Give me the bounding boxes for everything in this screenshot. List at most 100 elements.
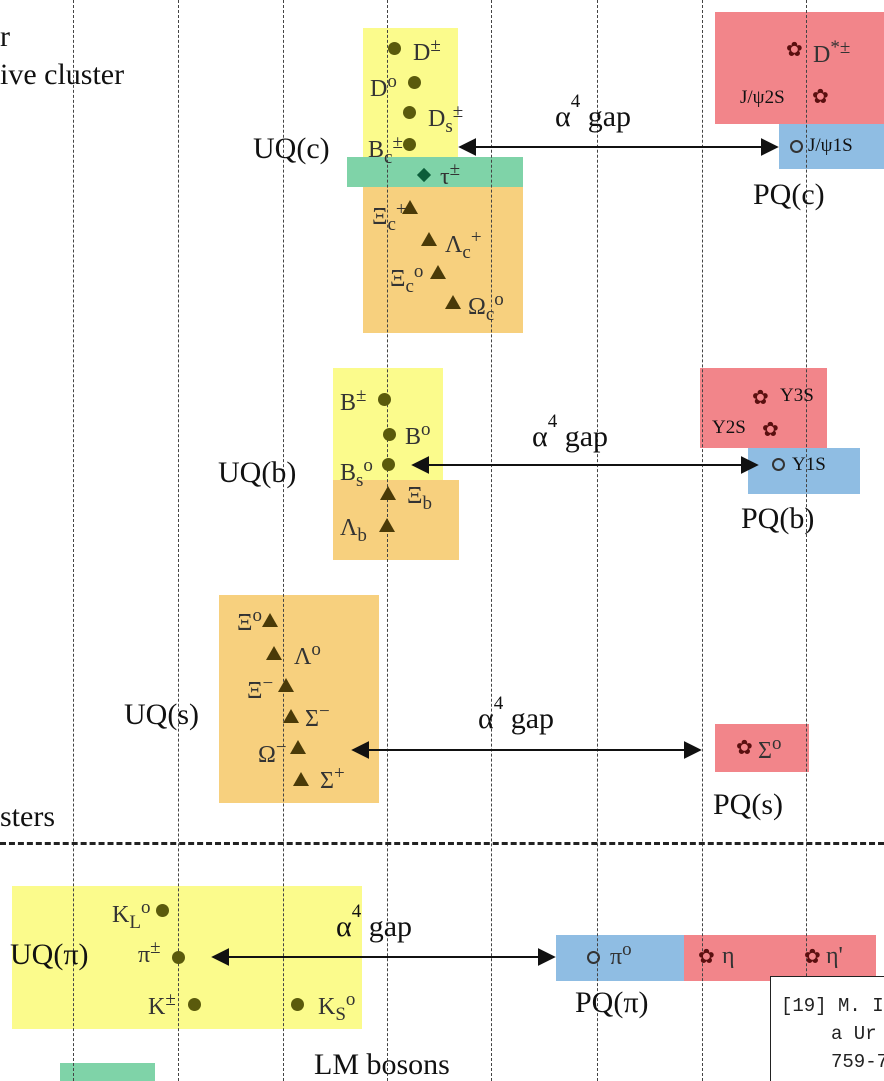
particle-marker-triangle — [278, 678, 294, 692]
particle-y1s: Y1S — [792, 454, 826, 475]
particle-marker-open — [790, 140, 803, 153]
particle-omega-c: Ωco — [468, 289, 504, 325]
gap-label-b: α4 gap — [532, 411, 609, 453]
reference-box: [19] M. I a Ur 759-7 — [770, 976, 884, 1081]
uq-s-baryon-region — [219, 595, 379, 803]
pq-pi-ground-region — [556, 935, 684, 981]
particle-kl: KLo — [112, 897, 151, 933]
particle-xi-c0: Ξco — [390, 261, 424, 297]
particle-omega-minus: Ω− — [258, 737, 287, 768]
gap-label-c: α4 gap — [555, 91, 632, 133]
heading-line-2: ive cluster — [0, 58, 125, 91]
pq-pi-excited-region — [684, 935, 876, 981]
particle-marker-triangle — [445, 295, 461, 309]
clusters-label: sters — [0, 800, 55, 833]
particle-marker-dot — [188, 998, 201, 1011]
particle-marker-dot — [403, 106, 416, 119]
particle-tau: τ± — [440, 159, 461, 190]
pq-pi-label: PQ(π) — [575, 986, 649, 1019]
particle-y3s: Y3S — [780, 385, 814, 406]
gap-label-s: α4 gap — [478, 693, 555, 735]
uq-b-label: UQ(b) — [218, 456, 297, 489]
uq-pi-label: UQ(π) — [10, 938, 89, 971]
pq-s-label: PQ(s) — [713, 788, 784, 821]
lepton-region — [347, 157, 523, 187]
particle-marker-triangle — [421, 232, 437, 246]
particle-marker-star: ✿ — [786, 39, 803, 61]
particle-marker-dot — [388, 42, 401, 55]
particle-marker-dot — [383, 428, 396, 441]
pq-c-label: PQ(c) — [753, 178, 825, 211]
pq-c-excited-region — [715, 12, 884, 124]
particle-marker-star: ✿ — [804, 946, 821, 968]
particle-marker-open — [587, 951, 600, 964]
grid-line — [491, 0, 492, 1081]
particle-sigma-plus: Σ+ — [320, 763, 345, 794]
particle-marker-triangle — [262, 613, 278, 627]
particle-marker-triangle — [430, 265, 446, 279]
particle-pi-pm: π± — [138, 937, 161, 968]
particle-marker-dot — [382, 458, 395, 471]
particle-d0: Do — [370, 71, 397, 102]
particle-sigma-minus: Σ− — [305, 701, 330, 732]
particle-marker-triangle — [266, 646, 282, 660]
particle-lambda-c: Λc+ — [445, 227, 482, 263]
particle-marker-star: ✿ — [698, 946, 715, 968]
particle-eta-prime: η' — [826, 943, 843, 969]
grid-line — [387, 0, 388, 1081]
particle-xi0: Ξo — [237, 605, 262, 636]
particle-dstar: D*± — [813, 37, 851, 68]
grid-line — [178, 0, 179, 1081]
particle-marker-triangle — [283, 709, 299, 723]
grid-line — [806, 0, 807, 1081]
particle-marker-star: ✿ — [762, 419, 779, 441]
gap-label-pi: α4 gap — [336, 901, 413, 943]
heading-line-1: r — [0, 20, 10, 53]
particle-jpsi-1s: J/ψ1S — [808, 135, 853, 156]
particle-marker-dot — [378, 393, 391, 406]
particle-marker-triangle — [379, 518, 395, 532]
reference-line-2: a Ur — [831, 1023, 877, 1045]
particle-marker-star: ✿ — [736, 737, 753, 759]
particle-pi0: πo — [610, 939, 632, 970]
uq-c-label: UQ(c) — [253, 132, 330, 165]
particle-bc: Bc± — [368, 132, 403, 168]
grid-line — [73, 0, 74, 1081]
grid-line — [702, 0, 703, 1081]
uq-b-baryon-region — [333, 480, 459, 560]
particle-marker-dot — [408, 76, 421, 89]
pq-b-excited-region — [700, 368, 827, 448]
pq-s-region — [715, 724, 809, 772]
particle-marker-triangle — [380, 486, 396, 500]
particle-marker-dot — [172, 951, 185, 964]
particle-lambda0: Λo — [294, 639, 321, 670]
bottom-lepton-region — [60, 1063, 155, 1081]
grid-line — [283, 0, 284, 1081]
reference-line-3: 759-7 — [831, 1051, 884, 1073]
particle-marker-triangle — [293, 772, 309, 786]
particle-marker-star: ✿ — [812, 86, 829, 108]
particle-b0: Bo — [405, 419, 431, 450]
particle-marker-triangle — [290, 740, 306, 754]
particle-y2s: Y2S — [712, 417, 746, 438]
particle-marker-dot — [403, 138, 416, 151]
uq-s-label: UQ(s) — [124, 698, 199, 731]
lm-bosons-label: LM bosons — [314, 1048, 450, 1081]
particle-marker-open — [772, 458, 785, 471]
particle-ks: KSo — [318, 989, 356, 1025]
particle-jpsi-2s: J/ψ2S — [740, 87, 785, 108]
particle-marker-triangle — [402, 200, 418, 214]
pq-b-label: PQ(b) — [741, 502, 815, 535]
particle-marker-dot — [291, 998, 304, 1011]
particle-marker-star: ✿ — [752, 387, 769, 409]
reference-line-1: [19] M. I — [781, 995, 884, 1017]
uq-c-baryon-region — [363, 185, 523, 333]
particle-lambda-b: Λb — [340, 515, 367, 546]
particle-marker-dot — [156, 904, 169, 917]
particle-xi-c-plus: Ξc+ — [372, 199, 407, 235]
particle-xi-minus: Ξ− — [247, 673, 274, 704]
particle-ds: Ds± — [428, 101, 464, 137]
grid-line — [597, 0, 598, 1081]
